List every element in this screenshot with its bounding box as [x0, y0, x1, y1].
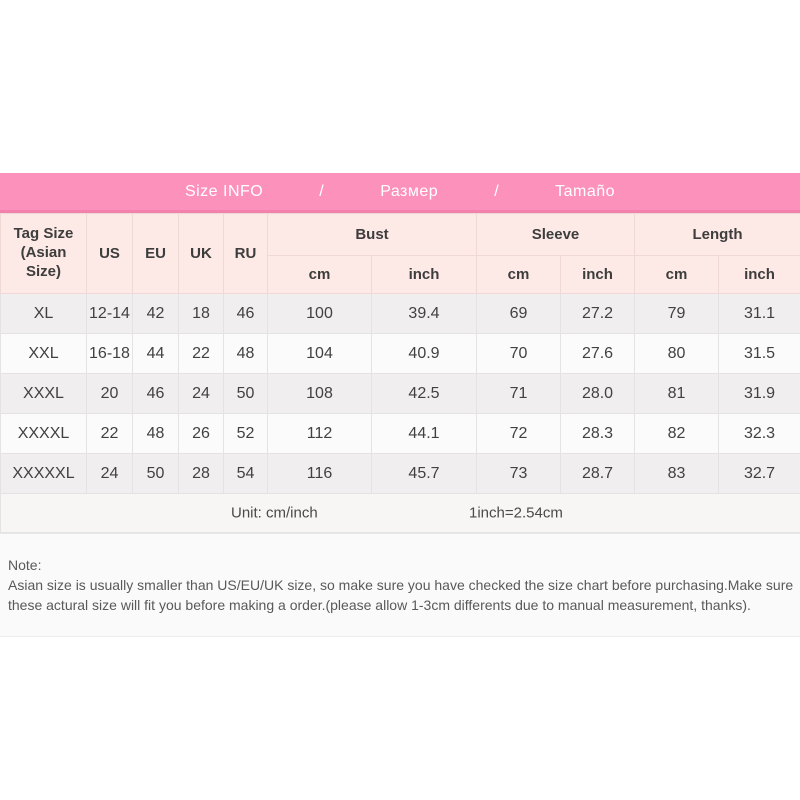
- cell-tag: XXXL: [0, 373, 87, 414]
- header-cell-length: Length: [634, 213, 800, 256]
- table-row-xxxl: XXXL 20 46 24 50 108 42.5 71 28.0 81 31.…: [0, 373, 800, 414]
- banner-title-es: Tamaño: [555, 182, 616, 200]
- header-row-units: cm inch cm inch cm inch: [1, 255, 800, 294]
- size-table: Tag Size (Asian Size) US EU UK RU Bust S…: [0, 213, 800, 533]
- cell-bust-cm: 100: [267, 293, 372, 334]
- cell-us: 20: [86, 373, 133, 414]
- cell-sleeve-cm: 70: [476, 333, 561, 374]
- cell-length-cm: 82: [634, 413, 720, 454]
- cell-ru: 48: [223, 333, 268, 374]
- unit-row: Unit: cm/inch 1inch=2.54cm: [0, 493, 800, 533]
- cell-sleeve-inch: 27.6: [559, 333, 636, 374]
- cell-sleeve-cm: 71: [476, 373, 561, 414]
- cell-length-inch: 31.5: [718, 333, 800, 374]
- cell-eu: 42: [132, 293, 179, 334]
- cell-length-cm: 80: [634, 333, 720, 374]
- banner-separator: /: [319, 182, 325, 200]
- unit-row-content: Unit: cm/inch 1inch=2.54cm: [2, 495, 800, 532]
- banner-title-en: Size INFO: [184, 182, 264, 200]
- banner-separator: /: [494, 182, 500, 200]
- header-cell-bust-cm: cm: [267, 255, 372, 294]
- cell-length-inch: 32.3: [718, 413, 800, 454]
- banner-title-ru: Размер: [380, 182, 439, 200]
- header-row-groups: Tag Size (Asian Size) US EU UK RU Bust S…: [0, 213, 800, 294]
- note-text-line2: these actural size will fit you before m…: [8, 597, 751, 613]
- cell-bust-inch: 40.9: [371, 333, 477, 374]
- header-cell-bust-inch: inch: [371, 255, 477, 294]
- cell-ru: 46: [223, 293, 268, 334]
- cell-us: 24: [86, 453, 133, 494]
- header-cell-sleeve: Sleeve: [475, 213, 636, 256]
- cell-eu: 44: [132, 333, 179, 374]
- inch-conversion-label: 1inch=2.54cm: [469, 504, 563, 522]
- cell-uk: 18: [178, 293, 224, 334]
- cell-bust-cm: 104: [267, 333, 372, 374]
- tag-size-line1: Tag Size: [13, 225, 74, 243]
- cell-length-cm: 81: [634, 373, 720, 414]
- header-cell-sleeve-inch: inch: [559, 255, 636, 294]
- cell-uk: 22: [178, 333, 224, 374]
- cell-eu: 50: [132, 453, 179, 494]
- table-row-xxl: XXL 16-18 44 22 48 104 40.9 70 27.6 80 3…: [0, 333, 800, 374]
- cell-tag: XXXXL: [0, 413, 87, 454]
- cell-bust-cm: 112: [267, 413, 372, 454]
- cell-uk: 24: [178, 373, 224, 414]
- cell-us: 22: [86, 413, 133, 454]
- unit-row-cell: Unit: cm/inch 1inch=2.54cm: [0, 493, 800, 533]
- cell-length-cm: 83: [634, 453, 720, 494]
- header-cell-length-cm: cm: [634, 255, 720, 294]
- table-row-xxxxxl: XXXXXL 24 50 28 54 116 45.7 73 28.7 83 3…: [0, 453, 800, 494]
- table-row-xxxxl: XXXXL 22 48 26 52 112 44.1 72 28.3 82 32…: [0, 413, 800, 454]
- note-label: Note:: [8, 557, 42, 573]
- cell-uk: 28: [178, 453, 224, 494]
- cell-eu: 46: [132, 373, 179, 414]
- cell-sleeve-inch: 28.3: [559, 413, 636, 454]
- header-cell-tag-size: Tag Size (Asian Size): [0, 213, 87, 294]
- cell-ru: 50: [223, 373, 268, 414]
- cell-sleeve-inch: 28.0: [559, 373, 636, 414]
- header-cell-length-inch: inch: [718, 255, 800, 294]
- cell-tag: XL: [0, 293, 87, 334]
- header-cell-eu: EU: [132, 213, 179, 294]
- cell-bust-inch: 44.1: [371, 413, 477, 454]
- cell-sleeve-inch: 27.2: [559, 293, 636, 334]
- note-section: Note: Asian size is usually smaller than…: [0, 533, 800, 637]
- cell-tag: XXL: [0, 333, 87, 374]
- cell-uk: 26: [178, 413, 224, 454]
- cell-length-inch: 31.1: [718, 293, 800, 334]
- cell-length-inch: 32.7: [718, 453, 800, 494]
- header-cell-bust: Bust: [267, 213, 477, 256]
- cell-tag: XXXXXL: [0, 453, 87, 494]
- size-info-banner: Size INFO / Размер / Tamaño: [0, 173, 800, 213]
- cell-us: 16-18: [86, 333, 133, 374]
- cell-sleeve-cm: 72: [476, 413, 561, 454]
- cell-sleeve-inch: 28.7: [559, 453, 636, 494]
- cell-bust-inch: 45.7: [371, 453, 477, 494]
- cell-bust-inch: 42.5: [371, 373, 477, 414]
- cell-length-inch: 31.9: [718, 373, 800, 414]
- header-cell-ru: RU: [223, 213, 268, 294]
- unit-label: Unit: cm/inch: [231, 504, 318, 522]
- cell-eu: 48: [132, 413, 179, 454]
- table-row-xl: XL 12-14 42 18 46 100 39.4 69 27.2 79 31…: [0, 293, 800, 334]
- cell-sleeve-cm: 69: [476, 293, 561, 334]
- cell-us: 12-14: [86, 293, 133, 334]
- cell-ru: 54: [223, 453, 268, 494]
- tag-size-line2: (Asian Size): [20, 244, 67, 280]
- cell-bust-cm: 108: [267, 373, 372, 414]
- header-cell-us: US: [86, 213, 133, 294]
- cell-ru: 52: [223, 413, 268, 454]
- header-cell-sleeve-cm: cm: [476, 255, 561, 294]
- cell-bust-inch: 39.4: [371, 293, 477, 334]
- header-cell-uk: UK: [178, 213, 224, 294]
- note-text-line1: Asian size is usually smaller than US/EU…: [8, 577, 794, 593]
- cell-sleeve-cm: 73: [476, 453, 561, 494]
- cell-length-cm: 79: [634, 293, 720, 334]
- cell-bust-cm: 116: [267, 453, 372, 494]
